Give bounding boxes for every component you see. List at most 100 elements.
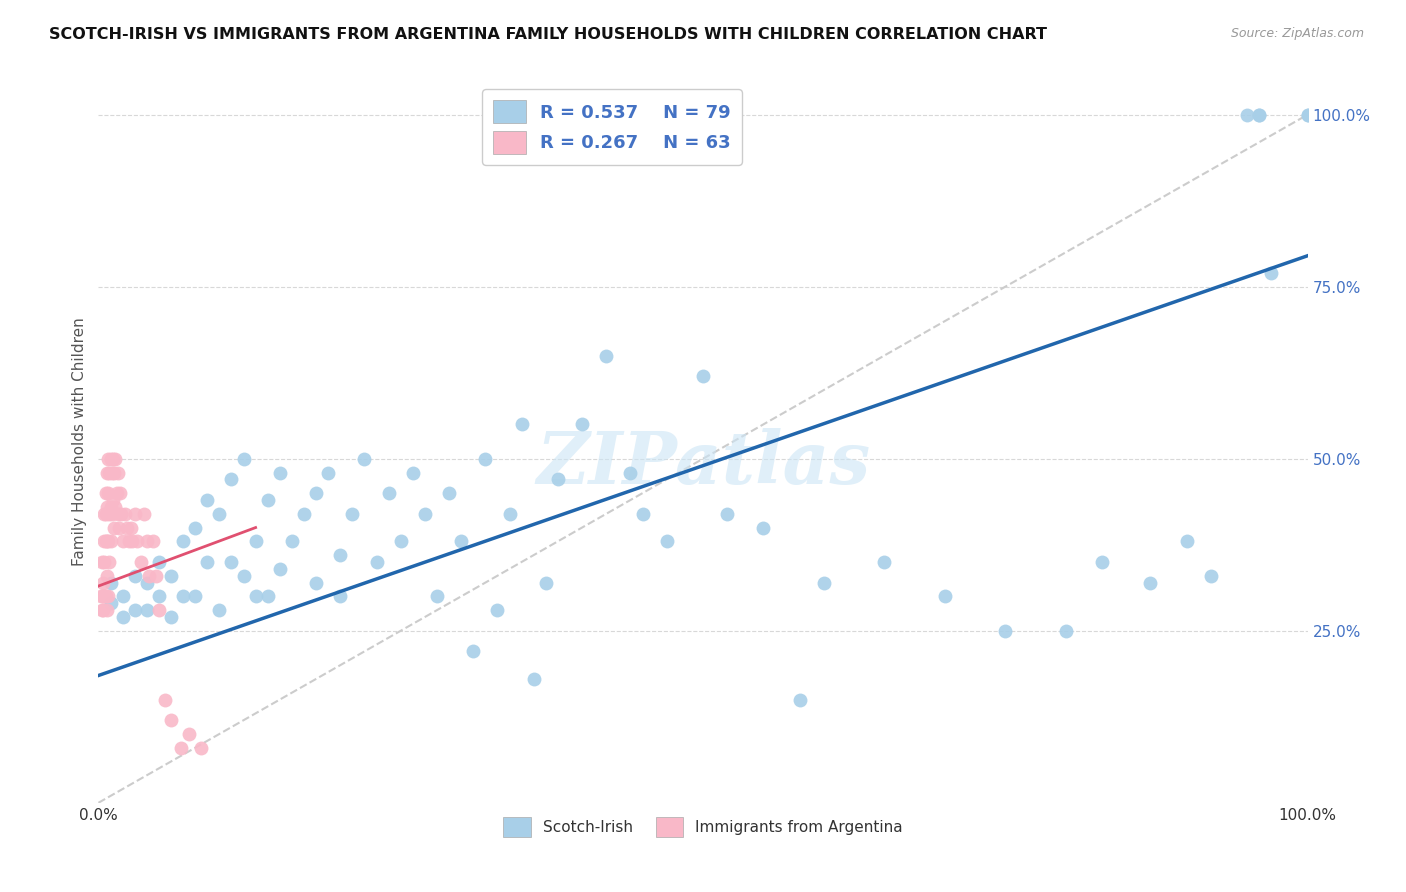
Point	[100, 534, 122, 549]
Point	[114, 507, 136, 521]
Point	[281, 534, 304, 549]
Point	[208, 603, 231, 617]
Point	[96, 534, 118, 549]
Point	[510, 417, 533, 432]
Point	[117, 520, 139, 534]
Text: ZIPatlas: ZIPatlas	[536, 428, 870, 499]
Point	[655, 534, 678, 549]
Point	[107, 466, 129, 480]
Point	[595, 349, 617, 363]
Point	[118, 534, 141, 549]
Point	[97, 590, 120, 604]
Point	[91, 603, 114, 617]
Point	[305, 486, 328, 500]
Point	[97, 486, 120, 500]
Point	[142, 534, 165, 549]
Point	[134, 507, 156, 521]
Point	[90, 590, 112, 604]
Point	[104, 451, 127, 466]
Point	[98, 507, 121, 521]
Point	[100, 500, 122, 514]
Point	[127, 534, 149, 549]
Point	[523, 672, 546, 686]
Text: SCOTCH-IRISH VS IMMIGRANTS FROM ARGENTINA FAMILY HOUSEHOLDS WITH CHILDREN CORREL: SCOTCH-IRISH VS IMMIGRANTS FROM ARGENTIN…	[49, 27, 1047, 42]
Point	[93, 534, 115, 549]
Point	[135, 603, 157, 617]
Point	[934, 590, 956, 604]
Point	[256, 493, 278, 508]
Point	[94, 507, 117, 521]
Point	[121, 534, 143, 549]
Point	[437, 486, 460, 500]
Point	[292, 507, 315, 521]
Point	[1296, 108, 1319, 122]
Point	[1260, 266, 1282, 280]
Point	[160, 568, 183, 582]
Point	[111, 610, 134, 624]
Point	[138, 568, 160, 582]
Point	[353, 451, 375, 466]
Point	[120, 520, 142, 534]
Point	[450, 534, 472, 549]
Point	[124, 507, 146, 521]
Point	[93, 507, 115, 521]
Point	[426, 590, 449, 604]
Point	[94, 534, 117, 549]
Point	[184, 590, 207, 604]
Point	[93, 555, 115, 569]
Point	[190, 740, 212, 755]
Point	[571, 417, 593, 432]
Point	[179, 727, 201, 741]
Point	[1139, 575, 1161, 590]
Legend: Scotch-Irish, Immigrants from Argentina: Scotch-Irish, Immigrants from Argentina	[494, 808, 912, 846]
Point	[752, 520, 775, 534]
Point	[100, 451, 122, 466]
Point	[619, 466, 641, 480]
Point	[402, 466, 425, 480]
Point	[108, 486, 131, 500]
Point	[813, 575, 835, 590]
Point	[245, 534, 267, 549]
Point	[256, 590, 278, 604]
Point	[145, 568, 167, 582]
Point	[232, 451, 254, 466]
Point	[474, 451, 496, 466]
Point	[994, 624, 1017, 638]
Text: Source: ZipAtlas.com: Source: ZipAtlas.com	[1230, 27, 1364, 40]
Point	[413, 507, 436, 521]
Point	[98, 555, 121, 569]
Point	[96, 500, 118, 514]
Point	[366, 555, 388, 569]
Point	[160, 610, 183, 624]
Point	[148, 555, 170, 569]
Point	[93, 590, 115, 604]
Point	[108, 520, 131, 534]
Point	[232, 568, 254, 582]
Point	[91, 590, 114, 604]
Point	[342, 507, 364, 521]
Point	[100, 507, 122, 521]
Point	[101, 493, 124, 508]
Point	[100, 575, 122, 590]
Point	[486, 603, 509, 617]
Point	[1296, 108, 1319, 122]
Point	[107, 507, 129, 521]
Point	[534, 575, 557, 590]
Point	[221, 555, 243, 569]
Point	[160, 713, 183, 727]
Point	[631, 507, 654, 521]
Point	[1054, 624, 1077, 638]
Point	[1236, 108, 1258, 122]
Point	[104, 500, 127, 514]
Point	[1091, 555, 1114, 569]
Point	[169, 740, 191, 755]
Point	[269, 466, 291, 480]
Point	[91, 575, 114, 590]
Point	[153, 692, 176, 706]
Point	[316, 466, 339, 480]
Point	[195, 493, 218, 508]
Point	[91, 603, 114, 617]
Point	[129, 555, 152, 569]
Point	[100, 596, 122, 610]
Point	[148, 590, 170, 604]
